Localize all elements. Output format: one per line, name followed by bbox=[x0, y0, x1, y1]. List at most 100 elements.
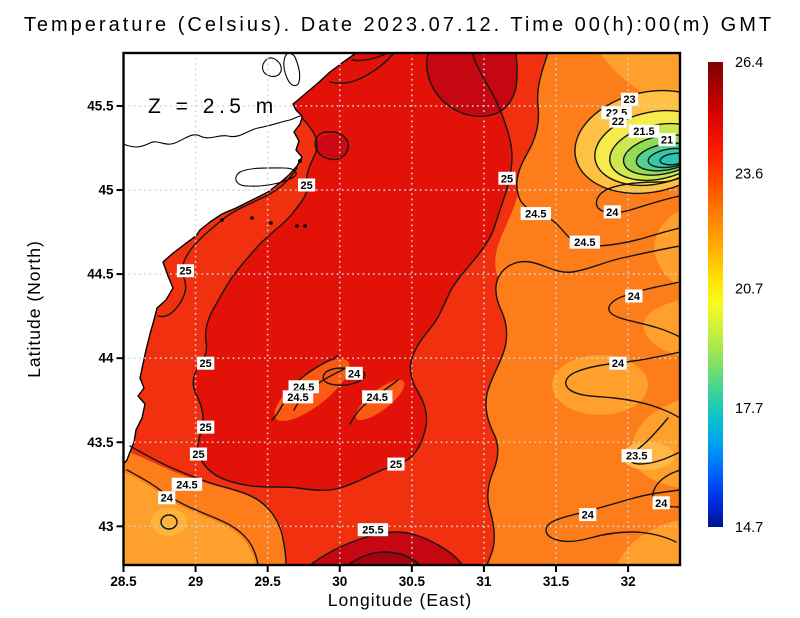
region-above-25 bbox=[193, 53, 512, 491]
contour-label-box bbox=[569, 235, 601, 249]
colorbar-gradient bbox=[708, 62, 723, 527]
contour-label-box bbox=[176, 264, 195, 278]
eddy-core bbox=[660, 153, 680, 165]
y-tick-label: 45 bbox=[98, 183, 114, 198]
lagoon bbox=[235, 167, 297, 187]
colorbar-labels: 26.4 23.6 20.7 17.7 14.7 bbox=[735, 55, 763, 536]
contour-label-box bbox=[579, 508, 597, 522]
contour-label-box bbox=[387, 457, 405, 471]
x-axis-label: Longitude (East) bbox=[328, 590, 472, 610]
contour-label: 25 bbox=[192, 449, 204, 461]
axes-layer: 28.5 29 29.5 30 30.5 31 31.5 32 45.5 45 44.5 44 43.… bbox=[24, 14, 774, 610]
colorbar-tick-label: 14.7 bbox=[735, 520, 763, 536]
colorbar-tick-label: 26.4 bbox=[735, 55, 763, 71]
plot-frame bbox=[122, 51, 682, 567]
contour-label-box bbox=[620, 92, 639, 106]
x-tick-label: 28.5 bbox=[110, 574, 137, 589]
contour-label: 25 bbox=[200, 422, 212, 434]
contour-label-box bbox=[288, 380, 319, 394]
contour-label-box bbox=[362, 390, 393, 404]
x-tick-label: 31 bbox=[476, 574, 492, 589]
contour-label-box bbox=[282, 390, 314, 404]
y-tick-label: 44 bbox=[98, 351, 114, 366]
contour-label: 24 bbox=[628, 291, 641, 303]
contour-label-box bbox=[658, 133, 676, 147]
contour-label: 24.5 bbox=[367, 392, 388, 404]
coastline bbox=[123, 53, 357, 465]
y-tick-label: 44.5 bbox=[87, 267, 114, 282]
y-axis: 45.5 45 44.5 44 43.5 43 bbox=[87, 98, 124, 534]
contour-label-box bbox=[625, 289, 643, 303]
contour-label-box bbox=[603, 205, 621, 219]
contour-label-box bbox=[498, 171, 516, 185]
colorbar-tick-label: 20.7 bbox=[735, 282, 763, 298]
contour-label-box bbox=[652, 496, 670, 510]
x-tick-label: 30.5 bbox=[399, 574, 426, 589]
contour-label-box bbox=[197, 356, 215, 370]
contour-label-box bbox=[609, 114, 627, 128]
x-tick-label: 29 bbox=[188, 574, 203, 589]
contour-label: 24.5 bbox=[176, 479, 197, 491]
contour-label: 25 bbox=[179, 266, 191, 278]
warm-core-nw bbox=[316, 134, 350, 158]
contour-label-box bbox=[520, 207, 552, 221]
contour-label: 25 bbox=[390, 459, 402, 471]
warm-core-top bbox=[426, 53, 518, 117]
contour-label: 24.5 bbox=[525, 209, 546, 221]
y-tick-label: 43 bbox=[98, 519, 114, 534]
contour-label: 25 bbox=[501, 173, 513, 185]
contour-label-box bbox=[158, 491, 176, 505]
contour-label: 23.5 bbox=[626, 451, 647, 463]
contour-label: 23 bbox=[623, 94, 635, 106]
land-layer bbox=[123, 53, 357, 465]
sw-min-patch bbox=[151, 508, 187, 536]
sw-lighter-region bbox=[123, 472, 256, 565]
y-tick-label: 45.5 bbox=[87, 98, 114, 113]
contour-label-box bbox=[189, 447, 208, 461]
patch-below-24 bbox=[643, 300, 680, 356]
contour-label-box bbox=[621, 449, 652, 463]
x-tick-label: 32 bbox=[621, 574, 636, 589]
contour-label: 25 bbox=[300, 180, 312, 192]
y-axis-label: Latitude (North) bbox=[24, 240, 44, 378]
contour-label-box bbox=[171, 477, 203, 491]
x-tick-label: 31.5 bbox=[543, 574, 570, 589]
contour-label: 24 bbox=[655, 498, 668, 510]
warm-core-bottom bbox=[310, 532, 462, 565]
contour-label: 21.5 bbox=[633, 126, 654, 138]
contour-label-box bbox=[197, 420, 215, 434]
contour-label: 24 bbox=[582, 510, 595, 522]
contour-label: 25 bbox=[200, 358, 212, 370]
island-dots bbox=[220, 159, 307, 228]
contour-label: 24 bbox=[606, 207, 619, 219]
lagoon bbox=[283, 53, 301, 87]
contour-label: 24.5 bbox=[574, 237, 595, 249]
graticule-grid bbox=[123, 53, 680, 565]
contour-label: 25.5 bbox=[362, 525, 383, 537]
contour-label: 24.5 bbox=[287, 392, 308, 404]
contour-label: 24 bbox=[612, 358, 625, 370]
chart-title: Temperature (Celsius). Date 2023.07.12. … bbox=[24, 14, 774, 36]
contour-label: 21 bbox=[661, 135, 673, 147]
contour-label-box bbox=[609, 356, 627, 370]
colorbar-tick-label: 23.6 bbox=[735, 166, 763, 182]
contour-label: 22 bbox=[612, 116, 624, 128]
contour-label-box bbox=[357, 523, 389, 537]
depth-annotation: Z = 2.5 m bbox=[148, 95, 278, 118]
colorbar-tick-label: 17.7 bbox=[735, 401, 763, 417]
y-tick-label: 43.5 bbox=[87, 435, 114, 450]
colorbar: 26.4 23.6 20.7 17.7 14.7 bbox=[708, 55, 763, 536]
x-tick-label: 30 bbox=[332, 574, 347, 589]
inland-boundary bbox=[123, 115, 303, 148]
contour-label-box bbox=[297, 178, 316, 192]
x-axis: 28.5 29 29.5 30 30.5 31 31.5 32 bbox=[110, 565, 636, 589]
contour-label-box bbox=[345, 366, 363, 380]
contour-label-box bbox=[628, 124, 660, 138]
lagoon bbox=[261, 57, 282, 77]
patch-below-24 bbox=[618, 520, 680, 565]
contour-label: 24 bbox=[348, 368, 361, 380]
contour-label: 24 bbox=[161, 493, 174, 505]
x-tick-label: 29.5 bbox=[255, 574, 282, 589]
